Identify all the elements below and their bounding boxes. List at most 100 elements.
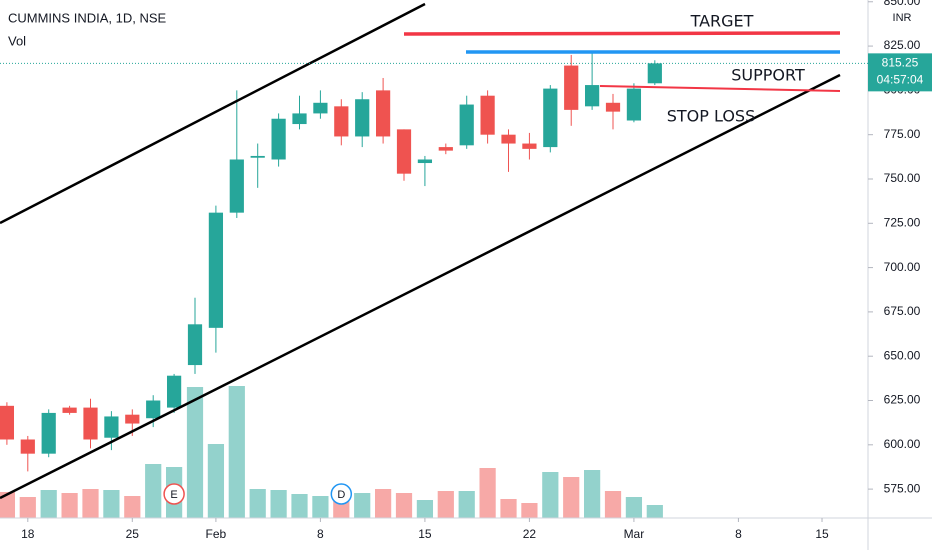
last-price-label: 815.25	[882, 56, 919, 70]
x-tick-label: 22	[523, 527, 537, 541]
candle-body	[459, 104, 474, 146]
x-tick-label: 18	[21, 527, 35, 541]
volume-bar	[186, 387, 204, 518]
candle-body	[605, 102, 621, 112]
y-tick-label: 850.00	[884, 0, 921, 8]
candle-body	[480, 95, 495, 135]
volume-bar	[646, 505, 663, 518]
volume-bar	[61, 493, 78, 518]
candle-body	[396, 129, 412, 174]
candle-body	[104, 416, 119, 438]
candle-body	[438, 147, 453, 151]
candle-body	[0, 405, 15, 440]
candle-body	[271, 118, 286, 160]
volume-bar	[584, 470, 601, 518]
event-marker-label: D	[337, 489, 345, 501]
volume-bar	[0, 492, 16, 518]
symbol-title: CUMMINS INDIA, 1D, NSE	[8, 10, 167, 25]
volume-pane	[0, 386, 663, 518]
y-tick-label: 625.00	[884, 393, 921, 407]
volume-bar	[604, 491, 622, 518]
volume-bar	[542, 472, 559, 518]
candle-body	[125, 414, 140, 424]
candle-body	[292, 113, 307, 125]
volume-bar	[40, 490, 57, 518]
volume-bar	[291, 494, 308, 518]
candle-body	[334, 106, 349, 137]
volume-bar	[437, 491, 454, 518]
event-marker	[163, 483, 185, 505]
candle-body	[208, 212, 224, 328]
volume-bar	[19, 497, 36, 518]
x-tick-label: Mar	[624, 527, 645, 541]
y-tick-label: 775.00	[884, 127, 921, 141]
target-label: TARGET	[690, 12, 754, 31]
candles	[0, 51, 662, 472]
y-tick-label: 825.00	[884, 38, 921, 52]
support-line	[599, 85, 841, 92]
volume-bar	[145, 464, 162, 518]
volume-bar	[500, 499, 517, 518]
y-tick-label: 750.00	[884, 171, 921, 185]
candle-body	[187, 324, 203, 366]
candle-body	[146, 400, 161, 419]
candle-body	[376, 90, 391, 137]
volume-bar	[207, 444, 225, 518]
candle-body	[564, 65, 579, 110]
volume-bar	[375, 489, 392, 518]
candle-body	[250, 155, 265, 158]
x-tick-label: 8	[735, 527, 742, 541]
y-tick-label: 650.00	[884, 348, 921, 362]
candle-body	[166, 375, 182, 408]
volume-bar	[249, 489, 266, 518]
candle-body	[41, 412, 56, 454]
support-label: SUPPORT	[731, 66, 805, 85]
y-tick-label: 725.00	[884, 215, 921, 229]
volume-bar	[563, 477, 580, 518]
volume-bar	[416, 500, 434, 518]
volume-bar	[124, 496, 141, 518]
volume-bar	[270, 490, 287, 518]
candle-body	[585, 85, 600, 107]
volume-bar	[82, 489, 99, 518]
volume-bar	[458, 491, 475, 518]
volume-bar	[521, 503, 538, 518]
candle-body	[62, 407, 77, 413]
volume-bar	[395, 493, 413, 518]
volume-bar	[228, 386, 245, 518]
x-tick-label: 25	[126, 527, 140, 541]
candle-body	[313, 102, 328, 114]
candle-body	[522, 143, 537, 149]
candle-body	[543, 88, 558, 148]
event-marker	[330, 483, 353, 505]
y-tick-label: 675.00	[884, 304, 921, 318]
y-tick-label: 575.00	[884, 481, 921, 495]
candle-body	[626, 88, 642, 121]
candle-body	[647, 63, 662, 84]
candle-body	[501, 134, 516, 144]
x-tick-label: 15	[418, 527, 432, 541]
x-tick-label: 15	[815, 527, 829, 541]
currency-label: INR	[893, 12, 912, 24]
target-line	[403, 31, 841, 36]
volume-label: Vol	[8, 33, 26, 48]
last-price-tag	[868, 53, 932, 92]
lower-trend-line	[0, 73, 841, 500]
volume-bar	[354, 493, 371, 518]
y-tick-label: 700.00	[884, 260, 921, 274]
candle-body	[83, 407, 98, 440]
stop-loss-label: STOP LOSS	[667, 107, 756, 126]
x-tick-label: Feb	[206, 527, 227, 541]
y-tick-label: 600.00	[884, 437, 921, 451]
countdown-label: 04:57:04	[877, 73, 924, 87]
volume-bar	[479, 468, 496, 518]
volume-bar	[103, 490, 120, 518]
candle-body	[355, 99, 370, 137]
candle-body	[20, 439, 35, 454]
volume-bar	[625, 497, 643, 518]
x-tick-label: 8	[317, 527, 324, 541]
volume-bar	[312, 496, 329, 518]
candle-body	[229, 159, 244, 213]
